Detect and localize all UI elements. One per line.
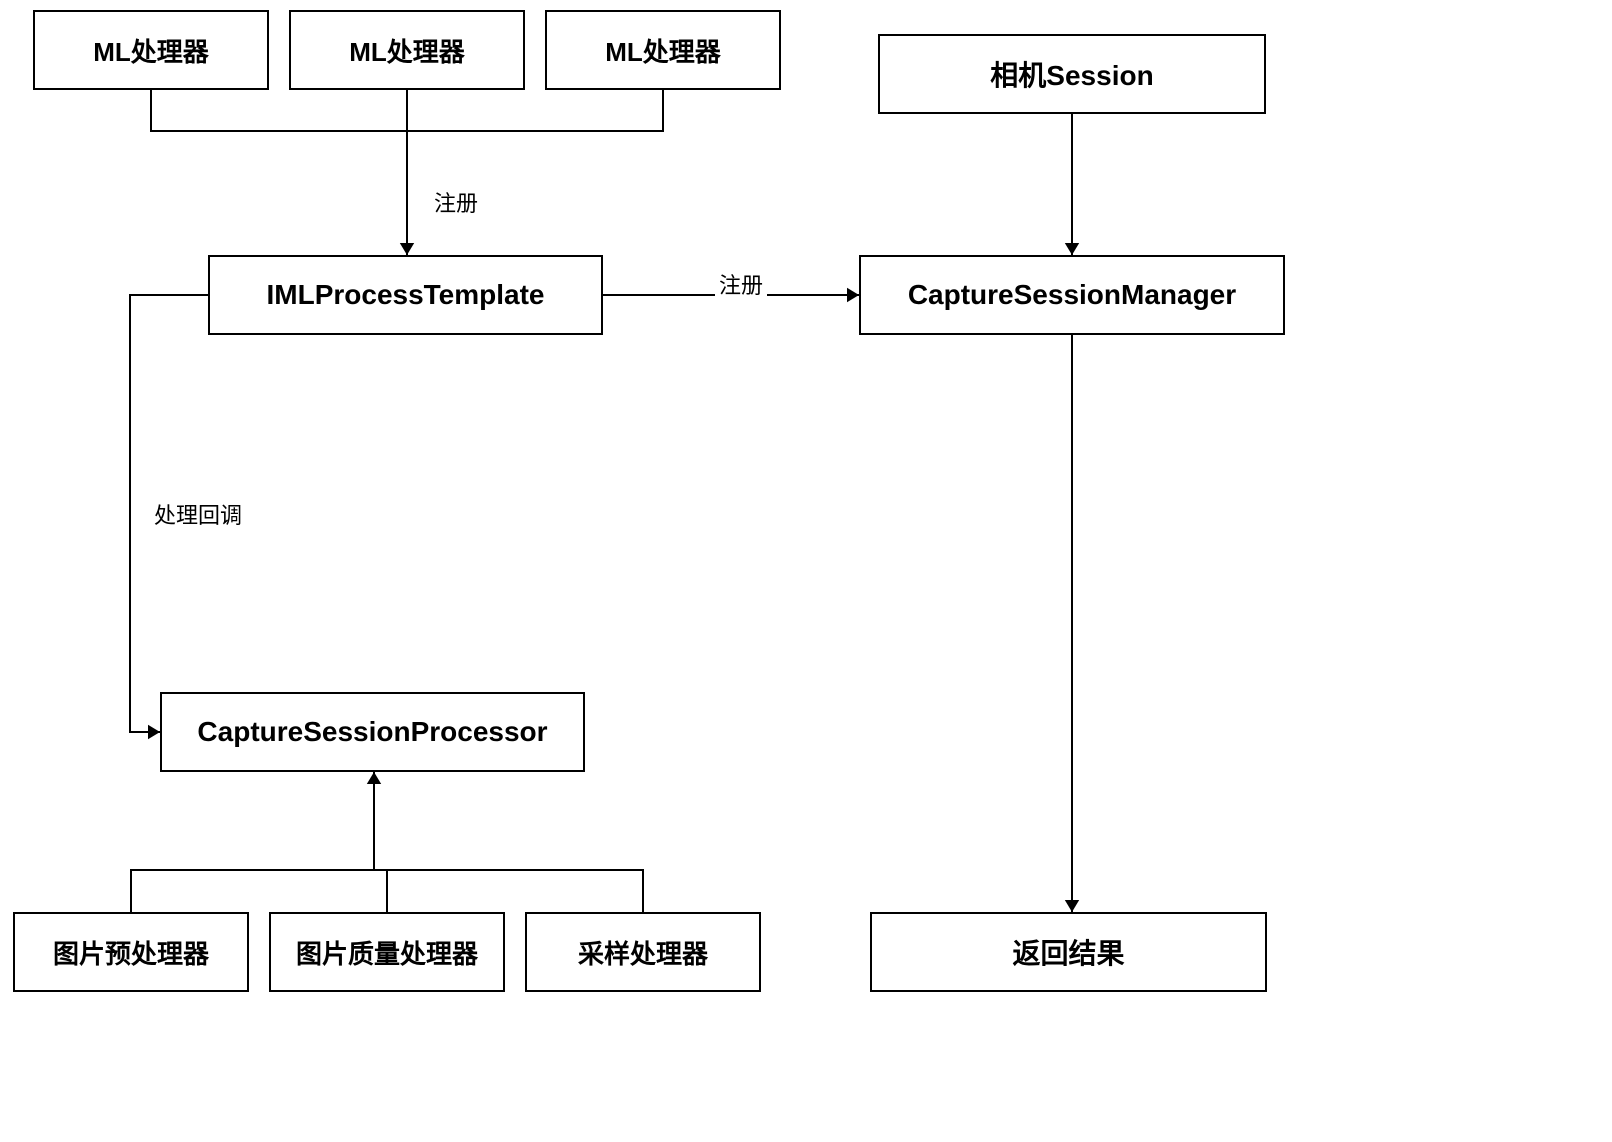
node-label: 返回结果 — [1012, 932, 1124, 972]
node-label: 采样处理器 — [578, 934, 708, 971]
arrowhead-icon — [1065, 243, 1079, 255]
node-camera-session: 相机Session — [878, 34, 1266, 114]
arrowhead-icon — [1065, 900, 1079, 912]
node-capture-session-processor: CaptureSessionProcessor — [160, 692, 585, 772]
node-label: 图片质量处理器 — [296, 934, 478, 971]
arrowhead-icon — [367, 772, 381, 784]
node-image-quality-processor: 图片质量处理器 — [269, 912, 505, 992]
edge-label-tmpl-to-mgr: 注册 — [715, 268, 767, 300]
node-ml-processor-2: ML处理器 — [289, 10, 525, 90]
node-label: 图片预处理器 — [53, 934, 209, 971]
node-iml-process-template: IMLProcessTemplate — [208, 255, 603, 335]
node-image-preprocessor: 图片预处理器 — [13, 912, 249, 992]
node-label: ML处理器 — [93, 32, 209, 69]
node-label: ML处理器 — [349, 32, 465, 69]
arrowhead-icon — [148, 725, 160, 739]
edge-ml-to-tmpl — [151, 90, 663, 255]
arrowhead-icon — [400, 243, 414, 255]
node-label: IMLProcessTemplate — [266, 279, 544, 311]
node-sampling-processor: 采样处理器 — [525, 912, 761, 992]
edge-label-tmpl-to-proc: 处理回调 — [150, 498, 246, 530]
node-label: ML处理器 — [605, 32, 721, 69]
node-label: CaptureSessionProcessor — [197, 716, 547, 748]
arrowhead-icon — [847, 288, 859, 302]
edge-label-ml-to-tmpl: 注册 — [430, 186, 482, 218]
edge-children-to-proc — [131, 772, 643, 912]
node-return-result: 返回结果 — [870, 912, 1267, 992]
node-capture-session-manager: CaptureSessionManager — [859, 255, 1285, 335]
node-label: CaptureSessionManager — [908, 279, 1236, 311]
node-ml-processor-1: ML处理器 — [33, 10, 269, 90]
node-label: 相机Session — [990, 54, 1153, 94]
node-ml-processor-3: ML处理器 — [545, 10, 781, 90]
